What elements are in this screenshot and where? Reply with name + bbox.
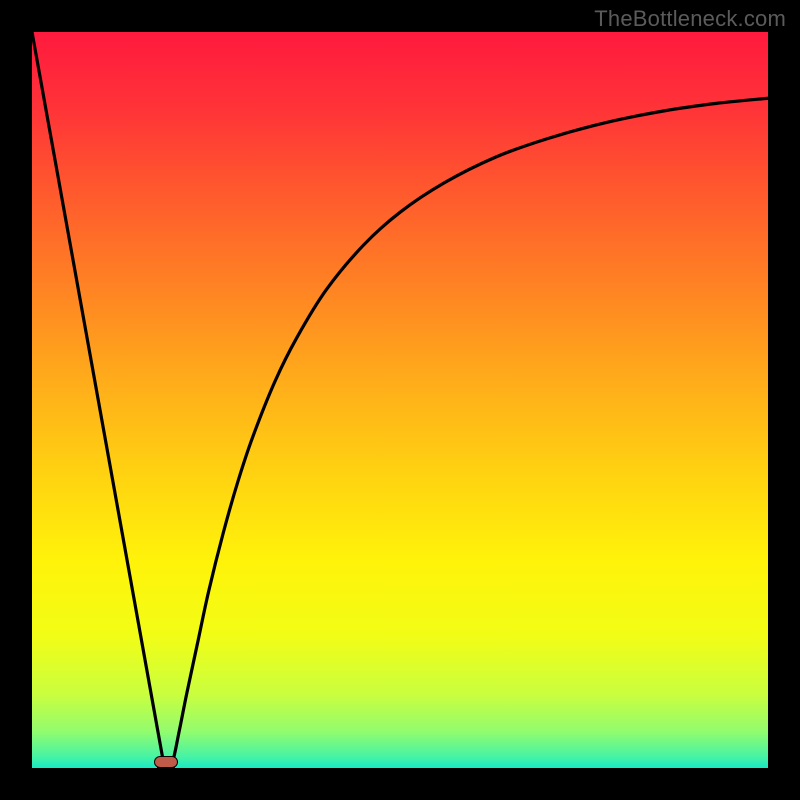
curve-left-segment [32,32,164,768]
curve-layer [32,32,768,768]
curve-right-segment [164,98,768,768]
min-marker [154,756,178,768]
watermark-text: TheBottleneck.com [594,6,786,32]
bottleneck-chart: TheBottleneck.com [0,0,800,800]
plot-area [32,32,768,768]
